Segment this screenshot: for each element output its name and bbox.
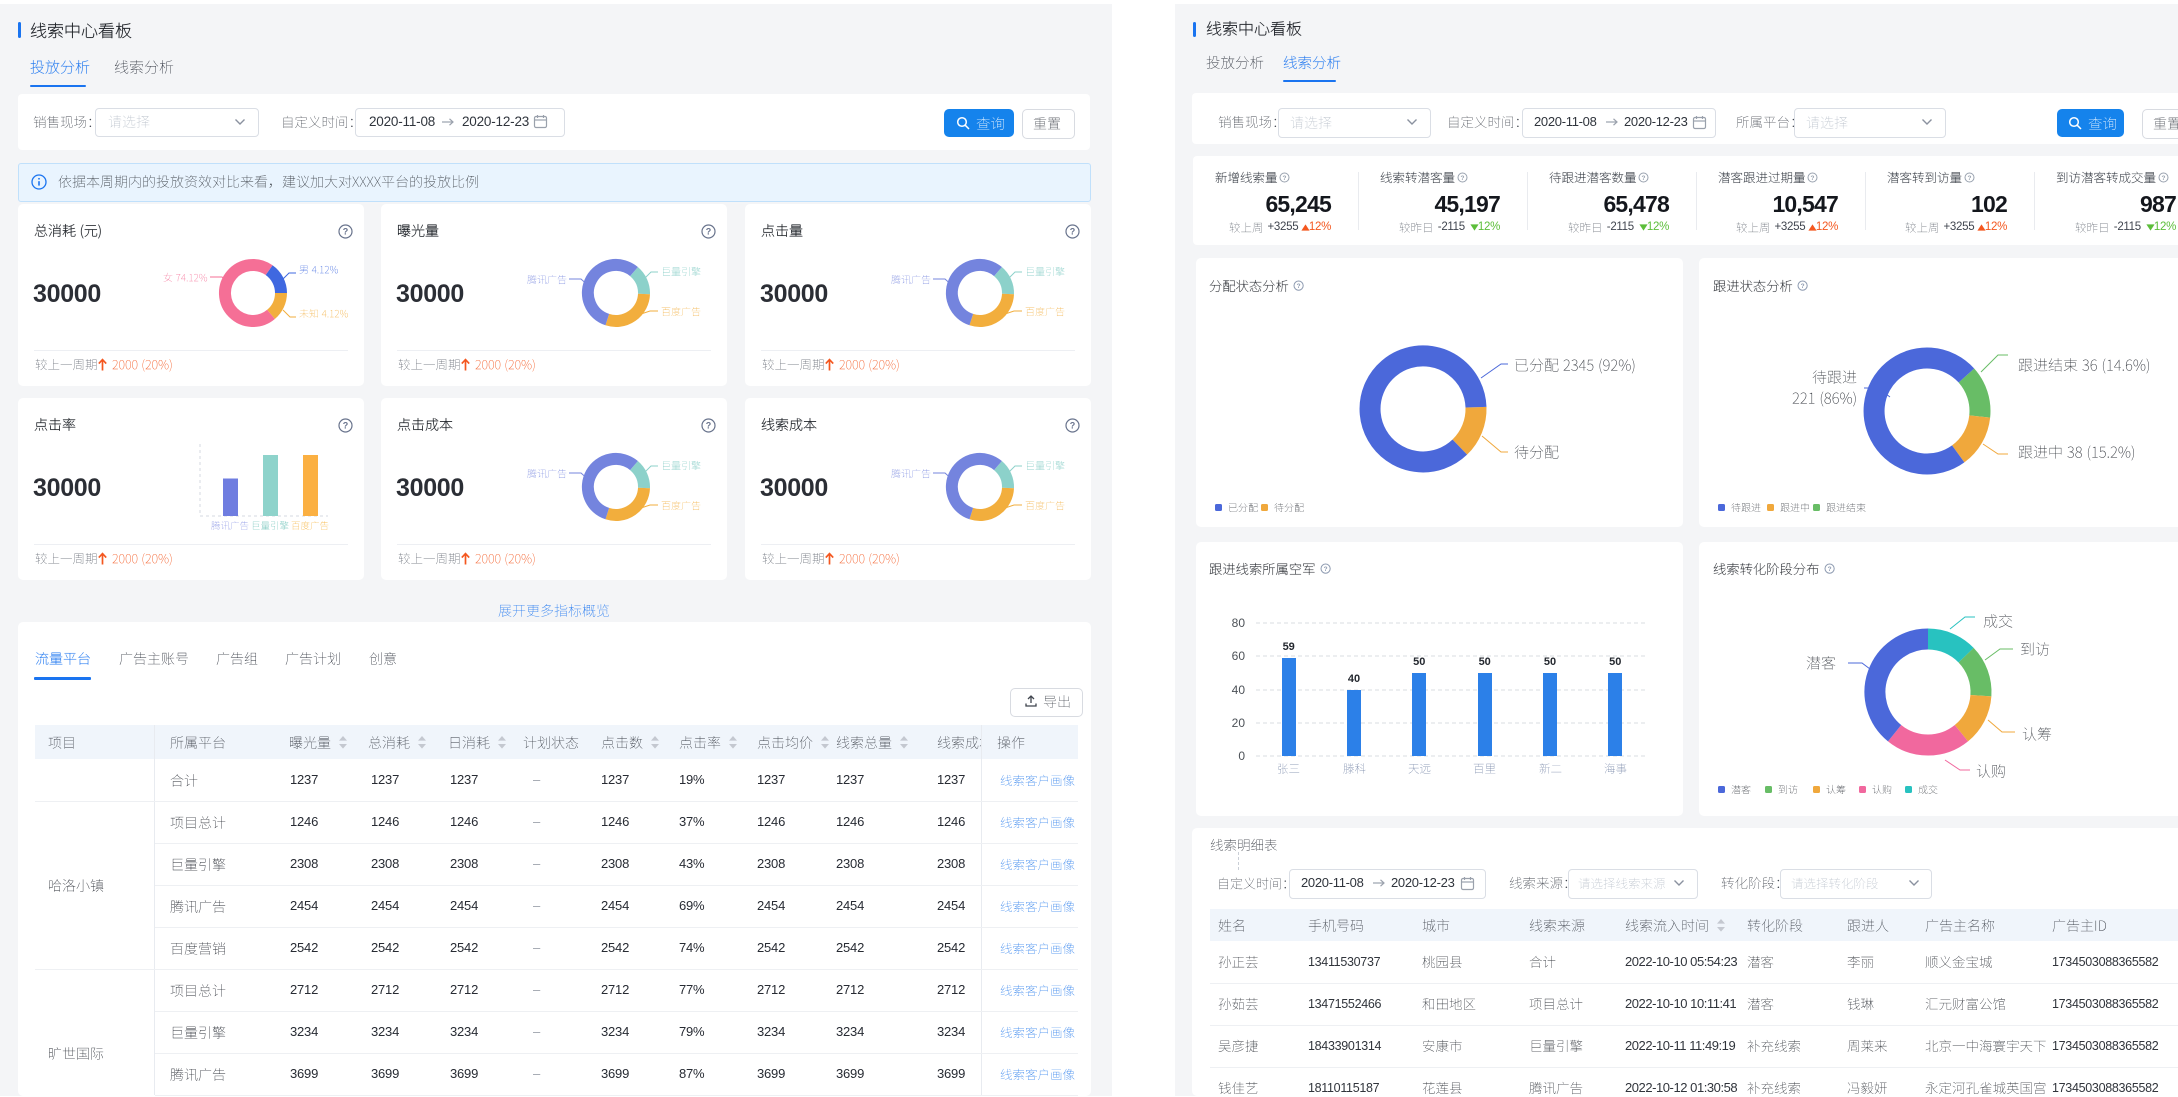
svg-text:?: ?: [1323, 566, 1327, 573]
svg-text:?: ?: [1069, 226, 1075, 236]
svg-text:?: ?: [705, 226, 711, 236]
svg-text:?: ?: [1297, 283, 1301, 290]
svg-text:?: ?: [1283, 174, 1287, 181]
svg-text:?: ?: [1642, 174, 1646, 181]
svg-text:?: ?: [342, 420, 348, 430]
svg-text:?: ?: [342, 226, 348, 236]
svg-text:?: ?: [1967, 174, 1971, 181]
svg-text:?: ?: [1460, 174, 1464, 181]
svg-text:?: ?: [705, 420, 711, 430]
svg-text:?: ?: [2161, 174, 2165, 181]
svg-text:?: ?: [1811, 174, 1815, 181]
svg-text:?: ?: [1069, 420, 1075, 430]
svg-text:?: ?: [1827, 566, 1831, 573]
svg-text:?: ?: [1801, 283, 1805, 290]
